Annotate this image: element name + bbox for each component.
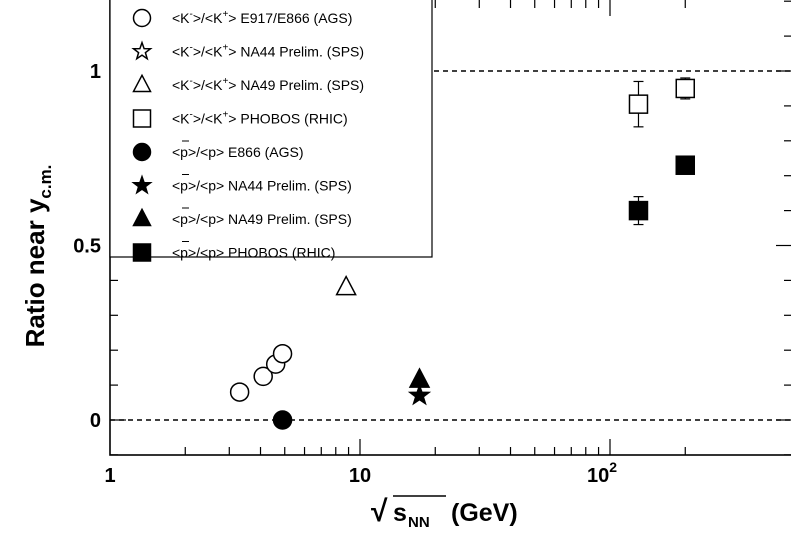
data-point [229, 382, 250, 402]
x-axis-unit: (GeV) [451, 499, 518, 527]
legend-box [109, 0, 433, 258]
legend-label: <K->/<K+> E917/E866 (AGS) [172, 9, 352, 26]
legend: <K->/<K+> E917/E866 (AGS) <K->/<K+> NA44 … [109, 0, 433, 262]
x-axis-sub-nn: NN [408, 514, 430, 531]
legend-label: <p>/<p> NA49 Prelim. (SPS) [172, 211, 352, 227]
legend-label: <p>/<p> E866 (AGS) [172, 144, 304, 160]
data-point [408, 367, 431, 388]
data-point [407, 383, 432, 406]
x-axis-title: √ s NN (GeV) [371, 495, 518, 531]
legend-label: <K->/<K+> PHOBOS (RHIC) [172, 110, 348, 127]
data-point [272, 410, 293, 430]
data-point [675, 155, 696, 175]
legend-label: <K->/<K+> NA44 Prelim. (SPS) [172, 43, 364, 60]
y-axis-title-sub: c.m. [36, 165, 55, 199]
legend-label: <K->/<K+> NA49 Prelim. (SPS) [172, 76, 364, 93]
y-axis-title: Ratio near yc.m. [20, 165, 55, 348]
legend-marker [132, 73, 152, 93]
x-tick-label: 1 [104, 465, 115, 487]
y-axis-title-main: Ratio near y [20, 198, 50, 347]
y-tick-label: 0.5 [73, 236, 101, 258]
y-tick-label: 1 [90, 61, 101, 83]
data-point [272, 343, 293, 364]
legend-marker [132, 207, 152, 227]
data-point [675, 78, 696, 99]
data-point [628, 94, 649, 114]
reference-lines [110, 70, 791, 421]
legend-label: <p>/<p> NA44 Prelim. (SPS) [172, 178, 352, 194]
x-tick-label: 102 [587, 459, 617, 487]
data-point [628, 200, 649, 221]
legend-marker [131, 174, 153, 195]
legend-label: <p>/<p> PHOBOS (RHIC) [172, 245, 335, 261]
y-tick-label: 0 [90, 410, 101, 432]
data-point [335, 274, 357, 296]
x-axis-s: s [393, 499, 407, 527]
legend-marker [132, 8, 152, 28]
legend-marker [132, 142, 152, 162]
legend-marker [132, 109, 152, 128]
legend-marker [132, 243, 152, 262]
x-tick-label: 10 [349, 465, 371, 487]
data-point [253, 366, 273, 387]
x-axis-root-sign: √ [371, 495, 388, 528]
legend-marker [131, 40, 153, 61]
